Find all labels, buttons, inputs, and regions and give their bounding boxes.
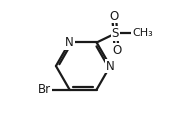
Text: CH₃: CH₃ [132, 29, 153, 38]
Text: O: O [112, 44, 121, 57]
Text: Br: Br [38, 83, 51, 96]
Text: N: N [65, 36, 74, 49]
Text: O: O [109, 10, 119, 23]
Text: N: N [106, 60, 115, 72]
Text: S: S [112, 27, 119, 40]
